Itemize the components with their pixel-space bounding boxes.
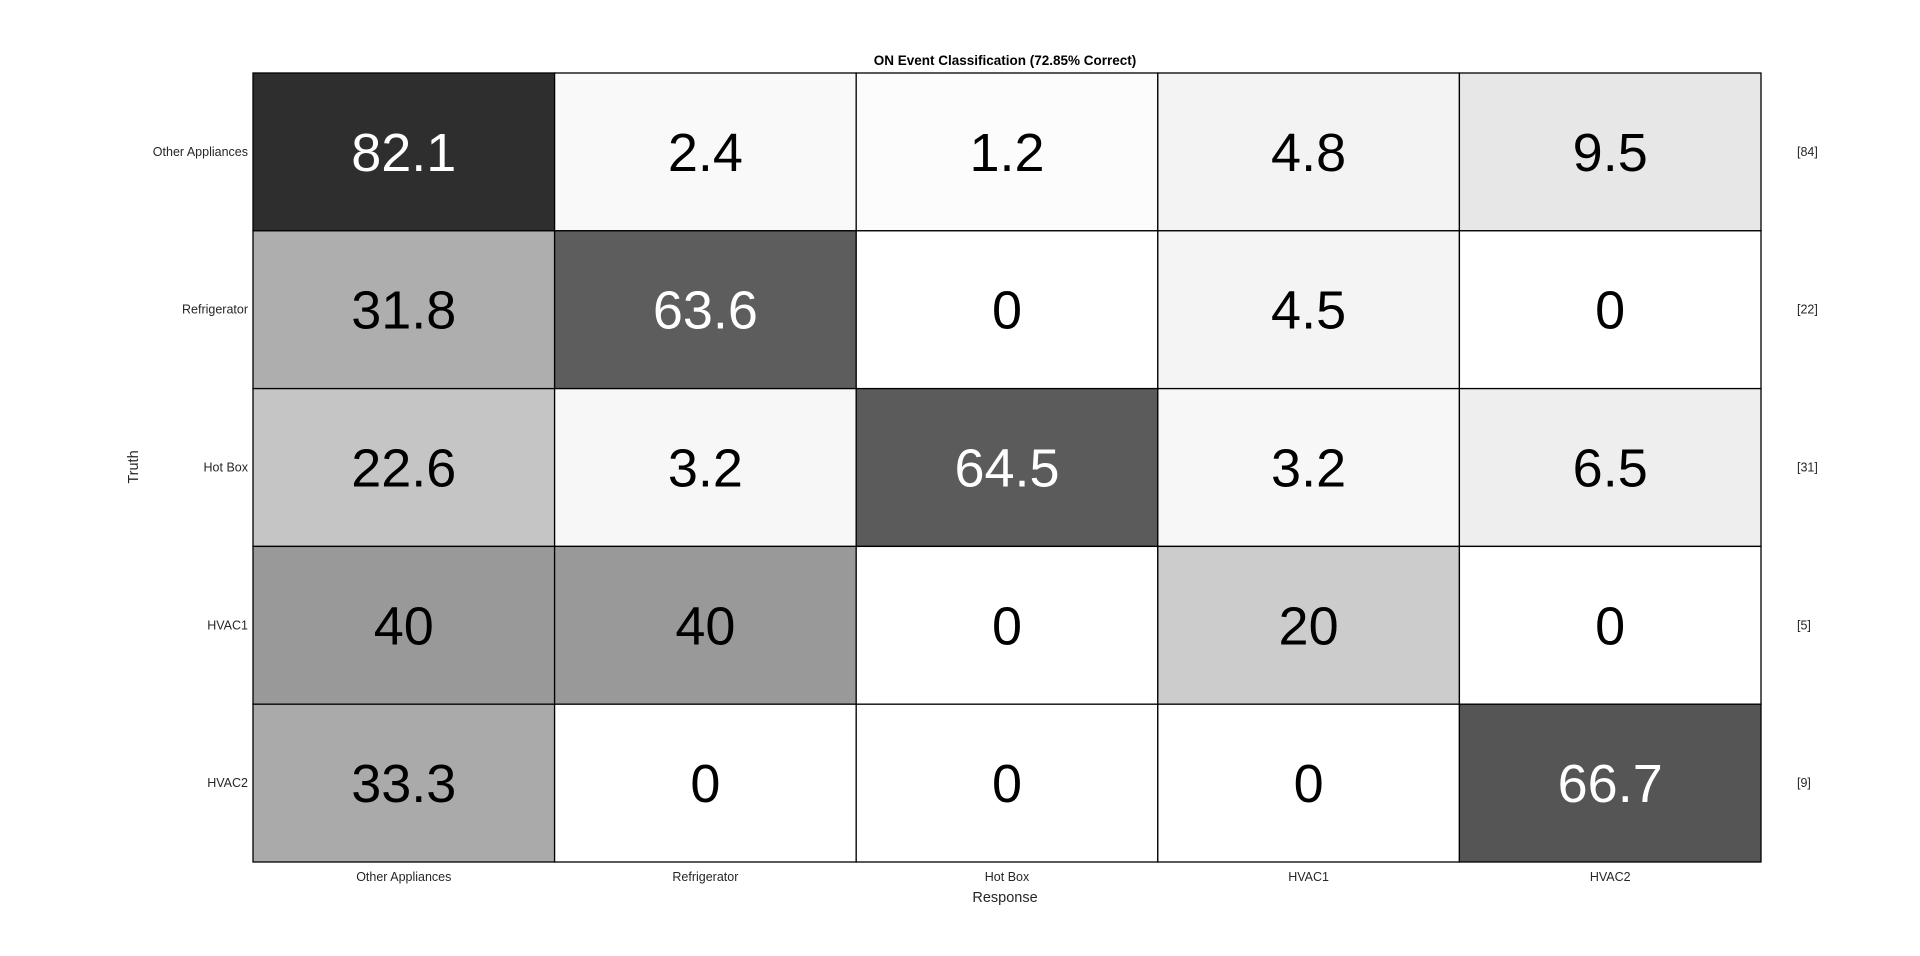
matrix-cell (553, 72, 857, 232)
cell-value-label: 40 (374, 596, 434, 656)
matrix-cell (1157, 72, 1461, 232)
cell-value-label: 0 (1294, 754, 1324, 814)
cell-value-label: 66.7 (1558, 754, 1663, 814)
y-tick-label: HVAC2 (207, 776, 248, 790)
matrix-cell (1458, 230, 1762, 390)
matrix-cell (855, 703, 1159, 863)
cell-value-label: 4.8 (1271, 123, 1346, 183)
x-tick-label: Other Appliances (356, 870, 451, 884)
row-count-labels: [84] [22] [31] [5] [9] (1797, 145, 1818, 790)
x-tick-label: HVAC2 (1590, 870, 1631, 884)
cell-value-label: 3.2 (668, 439, 743, 499)
matrix-cell (855, 387, 1159, 548)
y-tick-label: Refrigerator (182, 303, 248, 317)
matrix-cell (1458, 545, 1762, 705)
cell-value-label: 0 (992, 596, 1022, 656)
y-tick-labels: Other Appliances Refrigerator Hot Box HVAC1… (153, 145, 249, 790)
cell-value-label: 0 (992, 754, 1022, 814)
y-tick-label: Hot Box (204, 461, 249, 475)
matrix-cell (855, 230, 1159, 390)
row-count-label: [5] (1797, 618, 1811, 632)
cell-value-label: 63.6 (653, 281, 758, 341)
cell-value-label: 9.5 (1573, 123, 1648, 183)
x-tick-label: HVAC1 (1288, 870, 1329, 884)
matrix-cell (553, 703, 857, 863)
row-count-label: [22] (1797, 303, 1818, 317)
matrix-cell (1458, 703, 1762, 863)
cell-value-label: 3.2 (1271, 439, 1346, 499)
x-tick-labels: Other Appliances Refrigerator Hot Box HVAC1… (356, 870, 1630, 884)
matrix-cells: 82.1 2.4 1.2 4.8 9.5 31.8 63.6 0 4.5 0 22.6 3.2 64.5… (252, 72, 1762, 863)
row-count-label: [9] (1797, 776, 1811, 790)
cell-value-label: 22.6 (351, 439, 456, 499)
cell-value-label: 64.5 (954, 439, 1059, 499)
matrix-cell (855, 545, 1159, 705)
cell-value-label: 40 (675, 596, 735, 656)
matrix-cell (252, 545, 556, 705)
cell-value-label: 4.5 (1271, 281, 1346, 341)
y-tick-label: HVAC1 (207, 618, 248, 632)
cell-value-label: 20 (1279, 596, 1339, 656)
matrix-cell (553, 230, 857, 390)
matrix-cell (252, 72, 556, 232)
cell-value-label: 0 (992, 281, 1022, 341)
y-tick-label: Other Appliances (153, 145, 248, 159)
cell-value-label: 0 (690, 754, 720, 814)
cell-value-label: 2.4 (668, 123, 743, 183)
matrix-cell (1458, 387, 1762, 548)
matrix-cell (1157, 545, 1461, 705)
row-count-label: [31] (1797, 461, 1818, 475)
y-axis-label: Truth (126, 450, 142, 483)
x-axis-label: Response (972, 890, 1037, 906)
matrix-cell (553, 387, 857, 548)
row-count-label: [84] (1797, 145, 1818, 159)
x-tick-label: Refrigerator (672, 870, 738, 884)
cell-value-label: 0 (1595, 281, 1625, 341)
cell-value-label: 31.8 (351, 281, 456, 341)
matrix-cell (252, 230, 556, 390)
cell-value-label: 6.5 (1573, 439, 1648, 499)
cell-value-label: 0 (1595, 596, 1625, 656)
matrix-cell (855, 72, 1159, 232)
matrix-cell (252, 703, 556, 863)
cell-value-label: 1.2 (969, 123, 1044, 183)
chart-title: ON Event Classification (72.85% Correct) (874, 53, 1137, 68)
matrix-cell (553, 545, 857, 705)
matrix-cell (1458, 72, 1762, 232)
matrix-cell (1157, 387, 1461, 548)
cell-value-label: 82.1 (351, 123, 456, 183)
x-tick-label: Hot Box (985, 870, 1030, 884)
cell-value-label: 33.3 (351, 754, 456, 814)
